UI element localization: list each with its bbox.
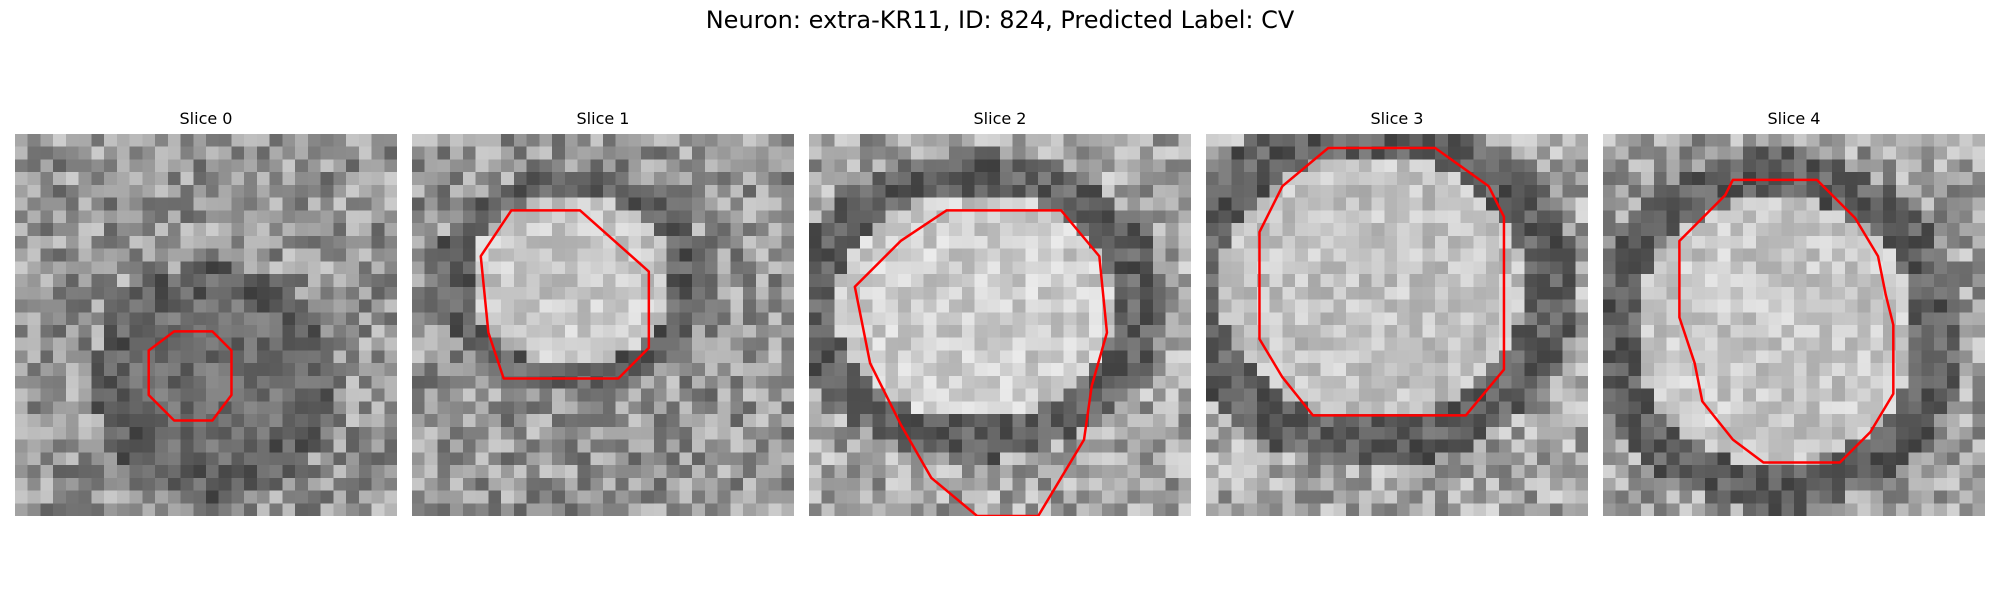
grayscale-patch [15, 134, 397, 516]
slice-title: Slice 4 [1767, 109, 1821, 128]
slice-image [15, 134, 397, 516]
slice-title: Slice 1 [576, 109, 630, 128]
red-contour [479, 209, 651, 380]
grayscale-patch [412, 134, 794, 516]
slice-image [412, 134, 794, 516]
red-contour [1678, 178, 1895, 464]
slice-image [809, 134, 1191, 516]
slice-title: Slice 2 [973, 109, 1027, 128]
grayscale-patch [1206, 134, 1588, 516]
contour-overlay [479, 209, 651, 380]
contour-overlay [147, 330, 233, 422]
red-contour [1258, 146, 1506, 417]
contour-overlay [853, 209, 1109, 516]
slice-panel-3: Slice 3 [1206, 108, 1588, 516]
contour-overlay [1678, 178, 1895, 464]
slice-panel-1: Slice 1 [412, 108, 794, 516]
grayscale-patch [809, 134, 1191, 516]
suptitle: Neuron: extra-KR11, ID: 824, Predicted L… [705, 6, 1295, 34]
slice-panel-0: Slice 0 [15, 108, 397, 516]
contour-overlay [1258, 146, 1506, 417]
slice-title: Slice 3 [1370, 109, 1424, 128]
slice-image [1206, 134, 1588, 516]
grayscale-patch [1603, 134, 1985, 516]
slice-image [1603, 134, 1985, 516]
slice-panel-2: Slice 2 [809, 108, 1191, 516]
slice-panel-4: Slice 4 [1603, 108, 1985, 516]
red-contour [147, 330, 233, 422]
red-contour [853, 209, 1109, 516]
slice-title: Slice 0 [179, 109, 233, 128]
